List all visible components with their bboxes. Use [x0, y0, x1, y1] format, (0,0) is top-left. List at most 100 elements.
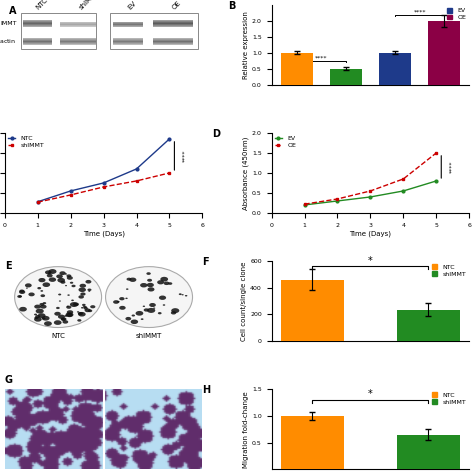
Ellipse shape [67, 310, 73, 314]
EV [335, 198, 340, 204]
OE [301, 201, 307, 207]
NTC [35, 199, 41, 205]
Ellipse shape [39, 303, 44, 306]
Text: ****: **** [449, 161, 455, 173]
Ellipse shape [106, 267, 192, 328]
Text: ****: **** [413, 9, 426, 15]
Bar [330, 69, 362, 85]
Ellipse shape [40, 290, 43, 292]
Line: EV: EV [303, 180, 438, 206]
Ellipse shape [131, 319, 138, 324]
Ellipse shape [58, 315, 65, 319]
Ellipse shape [78, 312, 86, 317]
Ellipse shape [171, 311, 176, 315]
Bar [281, 280, 344, 341]
Text: B: B [228, 1, 236, 11]
Text: NTC: NTC [51, 333, 65, 339]
Ellipse shape [119, 297, 125, 301]
Ellipse shape [79, 313, 81, 314]
Ellipse shape [61, 318, 66, 321]
Ellipse shape [88, 291, 90, 292]
shIMMT [101, 184, 107, 190]
Ellipse shape [57, 278, 65, 283]
Ellipse shape [141, 319, 144, 320]
Y-axis label: Relative expression: Relative expression [243, 11, 249, 79]
Legend: NTC, shIMMT: NTC, shIMMT [432, 264, 466, 276]
Ellipse shape [19, 307, 27, 311]
Ellipse shape [67, 294, 70, 296]
Text: A: A [9, 6, 16, 16]
Ellipse shape [58, 293, 61, 295]
Line: NTC: NTC [36, 137, 171, 203]
Ellipse shape [84, 309, 91, 312]
Ellipse shape [83, 306, 86, 308]
Ellipse shape [44, 321, 52, 326]
shIMMT [35, 200, 41, 205]
Ellipse shape [153, 308, 155, 309]
Ellipse shape [125, 298, 128, 299]
Line: OE: OE [303, 152, 438, 206]
Ellipse shape [26, 288, 28, 289]
Ellipse shape [119, 306, 126, 310]
Text: G: G [5, 375, 13, 385]
Ellipse shape [42, 316, 50, 320]
Ellipse shape [147, 287, 155, 292]
Ellipse shape [19, 290, 25, 292]
Text: shIMMT: shIMMT [136, 333, 162, 339]
Ellipse shape [85, 280, 91, 283]
Legend: NTC, shIMMT: NTC, shIMMT [8, 136, 44, 148]
Text: shIMMT: shIMMT [78, 0, 101, 10]
Ellipse shape [113, 300, 119, 304]
Ellipse shape [63, 320, 68, 324]
Bar [397, 310, 460, 341]
Ellipse shape [126, 317, 131, 320]
OE [367, 188, 373, 194]
Ellipse shape [38, 313, 46, 318]
NTC [134, 166, 139, 172]
Ellipse shape [25, 283, 32, 287]
Ellipse shape [15, 267, 101, 328]
Ellipse shape [79, 288, 86, 292]
Ellipse shape [77, 311, 79, 313]
Text: IMMT: IMMT [0, 21, 17, 27]
Bar [379, 53, 411, 85]
shIMMT [134, 178, 139, 184]
Ellipse shape [65, 312, 73, 317]
Ellipse shape [136, 311, 143, 316]
EV [433, 178, 439, 184]
Ellipse shape [64, 315, 67, 317]
Ellipse shape [36, 309, 44, 314]
Ellipse shape [143, 306, 145, 307]
Ellipse shape [45, 270, 52, 274]
Ellipse shape [84, 306, 87, 308]
Ellipse shape [160, 277, 168, 282]
Y-axis label: Cell count/single clone: Cell count/single clone [241, 261, 247, 341]
Ellipse shape [19, 290, 25, 294]
Bar [428, 21, 460, 85]
Ellipse shape [159, 295, 166, 300]
Ellipse shape [54, 320, 62, 325]
Ellipse shape [64, 273, 67, 275]
Text: ****: **** [182, 150, 188, 162]
Ellipse shape [72, 285, 76, 287]
Text: D: D [212, 129, 220, 139]
Ellipse shape [35, 315, 40, 318]
Ellipse shape [179, 293, 182, 295]
Ellipse shape [67, 276, 73, 280]
Bar [20, 13, 96, 49]
Ellipse shape [132, 314, 135, 317]
Ellipse shape [88, 310, 92, 312]
Ellipse shape [38, 278, 46, 283]
Ellipse shape [49, 277, 56, 282]
Ellipse shape [66, 306, 72, 309]
Ellipse shape [163, 304, 165, 306]
X-axis label: Time (Days): Time (Days) [349, 230, 392, 237]
Ellipse shape [73, 302, 79, 306]
Ellipse shape [48, 269, 56, 274]
Ellipse shape [78, 295, 84, 299]
Bar [281, 53, 312, 85]
Ellipse shape [56, 307, 60, 309]
Ellipse shape [149, 303, 156, 307]
shIMMT [68, 192, 73, 198]
Ellipse shape [65, 285, 67, 286]
